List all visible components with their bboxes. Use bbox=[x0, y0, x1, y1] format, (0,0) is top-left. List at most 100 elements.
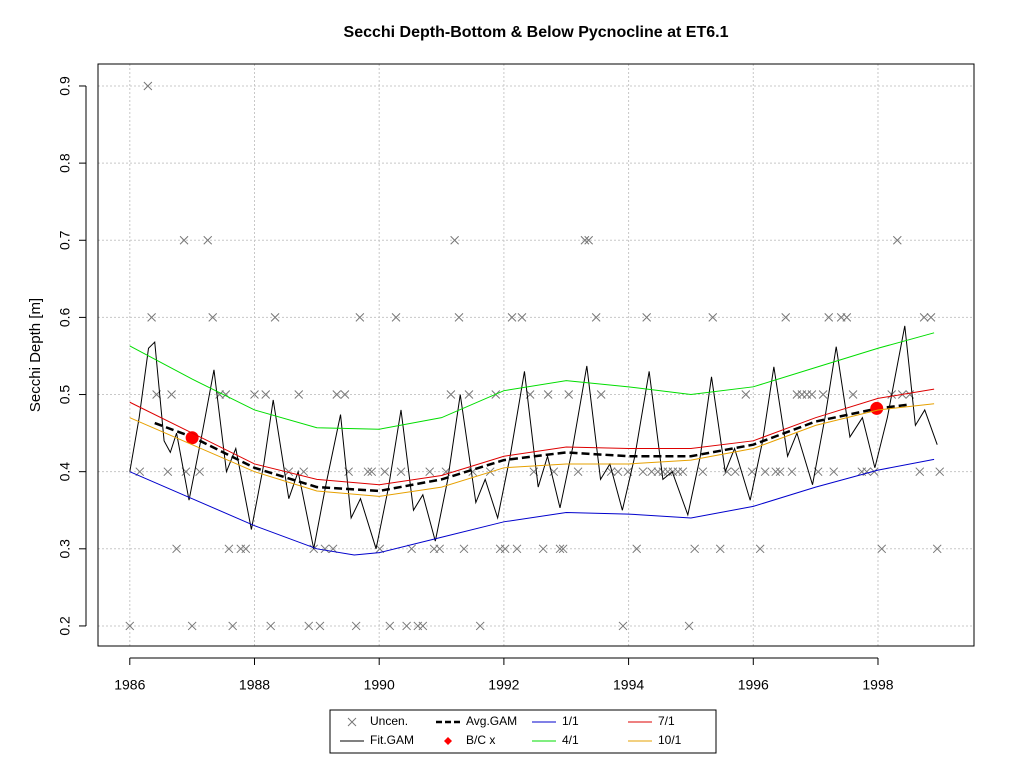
series-line bbox=[129, 325, 938, 549]
data-point bbox=[187, 621, 197, 631]
data-point bbox=[543, 390, 553, 399]
data-point bbox=[475, 621, 485, 631]
data-point bbox=[507, 313, 517, 322]
data-point bbox=[690, 544, 700, 554]
y-tick-label: 0.4 bbox=[57, 462, 73, 482]
data-point bbox=[638, 467, 648, 477]
x-tick-label: 1992 bbox=[488, 677, 519, 693]
data-point bbox=[558, 544, 568, 554]
data-point bbox=[606, 467, 616, 477]
data-point bbox=[228, 621, 238, 631]
data-point bbox=[367, 467, 377, 477]
data-point bbox=[775, 467, 785, 477]
data-point bbox=[807, 390, 817, 399]
data-point bbox=[167, 390, 176, 399]
series-line bbox=[129, 458, 935, 556]
data-point bbox=[698, 467, 708, 477]
data-point bbox=[591, 313, 601, 322]
data-point bbox=[284, 467, 294, 477]
data-point bbox=[172, 544, 181, 554]
data-point bbox=[299, 467, 309, 477]
data-point bbox=[459, 544, 469, 554]
legend-label: Fit.GAM bbox=[370, 733, 414, 747]
data-point bbox=[870, 401, 884, 415]
data-point bbox=[425, 467, 435, 477]
data-point bbox=[755, 544, 765, 554]
x-tick-label: 1998 bbox=[862, 677, 893, 693]
y-tick-label: 0.6 bbox=[57, 307, 73, 327]
data-point bbox=[402, 621, 411, 631]
data-point bbox=[195, 467, 204, 477]
data-point bbox=[919, 313, 929, 322]
data-point bbox=[892, 235, 902, 245]
legend-label: Avg.GAM bbox=[466, 714, 517, 728]
data-point bbox=[829, 467, 839, 477]
data-point bbox=[320, 544, 330, 554]
data-point bbox=[877, 544, 887, 554]
legend-label: 7/1 bbox=[658, 714, 675, 728]
data-point bbox=[632, 544, 642, 554]
data-point bbox=[179, 235, 189, 245]
data-point bbox=[241, 544, 251, 554]
data-point bbox=[824, 313, 834, 322]
data-point bbox=[708, 313, 718, 322]
data-point bbox=[935, 467, 945, 477]
data-point bbox=[500, 544, 510, 554]
data-point bbox=[760, 467, 770, 477]
y-tick-label: 0.8 bbox=[57, 153, 73, 173]
data-point bbox=[512, 544, 522, 554]
data-point bbox=[294, 390, 304, 399]
data-point bbox=[584, 235, 594, 245]
data-point bbox=[915, 467, 925, 477]
data-point bbox=[203, 235, 213, 245]
data-point bbox=[642, 313, 652, 322]
legend-label: B/C x bbox=[466, 733, 495, 747]
data-point bbox=[208, 313, 218, 322]
data-point bbox=[464, 390, 474, 399]
x-tick-label: 1986 bbox=[114, 677, 145, 693]
series-line bbox=[129, 388, 935, 486]
series-line bbox=[154, 403, 910, 493]
data-point bbox=[380, 467, 390, 477]
y-axis-label: Secchi Depth [m] bbox=[27, 298, 44, 412]
data-point bbox=[818, 390, 828, 399]
data-point bbox=[647, 467, 657, 477]
data-point bbox=[143, 81, 153, 91]
data-point bbox=[266, 621, 276, 631]
legend-symbol bbox=[347, 717, 357, 727]
data-point bbox=[363, 467, 373, 477]
data-point bbox=[613, 467, 623, 477]
y-tick-label: 0.5 bbox=[57, 385, 73, 405]
series-line bbox=[129, 403, 935, 497]
data-point bbox=[771, 467, 781, 477]
data-point bbox=[332, 390, 342, 399]
legend-label: 10/1 bbox=[658, 733, 682, 747]
data-point bbox=[932, 544, 942, 554]
data-point bbox=[454, 313, 464, 322]
y-tick-label: 0.3 bbox=[57, 539, 73, 559]
data-point bbox=[340, 390, 350, 399]
data-point bbox=[787, 467, 797, 477]
y-tick-label: 0.7 bbox=[57, 230, 73, 250]
plot-frame bbox=[97, 63, 975, 647]
data-point bbox=[842, 313, 852, 322]
data-point bbox=[163, 467, 173, 477]
data-point bbox=[250, 390, 259, 399]
x-tick-label: 1988 bbox=[239, 677, 270, 693]
x-tick-label: 1994 bbox=[613, 677, 644, 693]
x-tick-label: 1996 bbox=[738, 677, 769, 693]
data-point bbox=[596, 390, 606, 399]
data-point bbox=[555, 544, 565, 554]
data-point bbox=[125, 621, 135, 631]
data-point bbox=[747, 467, 757, 477]
data-point bbox=[781, 313, 791, 322]
data-point bbox=[869, 467, 879, 477]
data-point bbox=[351, 621, 361, 631]
data-point bbox=[684, 621, 694, 631]
data-point bbox=[224, 544, 234, 554]
data-point bbox=[270, 313, 280, 322]
legend-box bbox=[329, 709, 717, 754]
data-point bbox=[564, 390, 574, 399]
